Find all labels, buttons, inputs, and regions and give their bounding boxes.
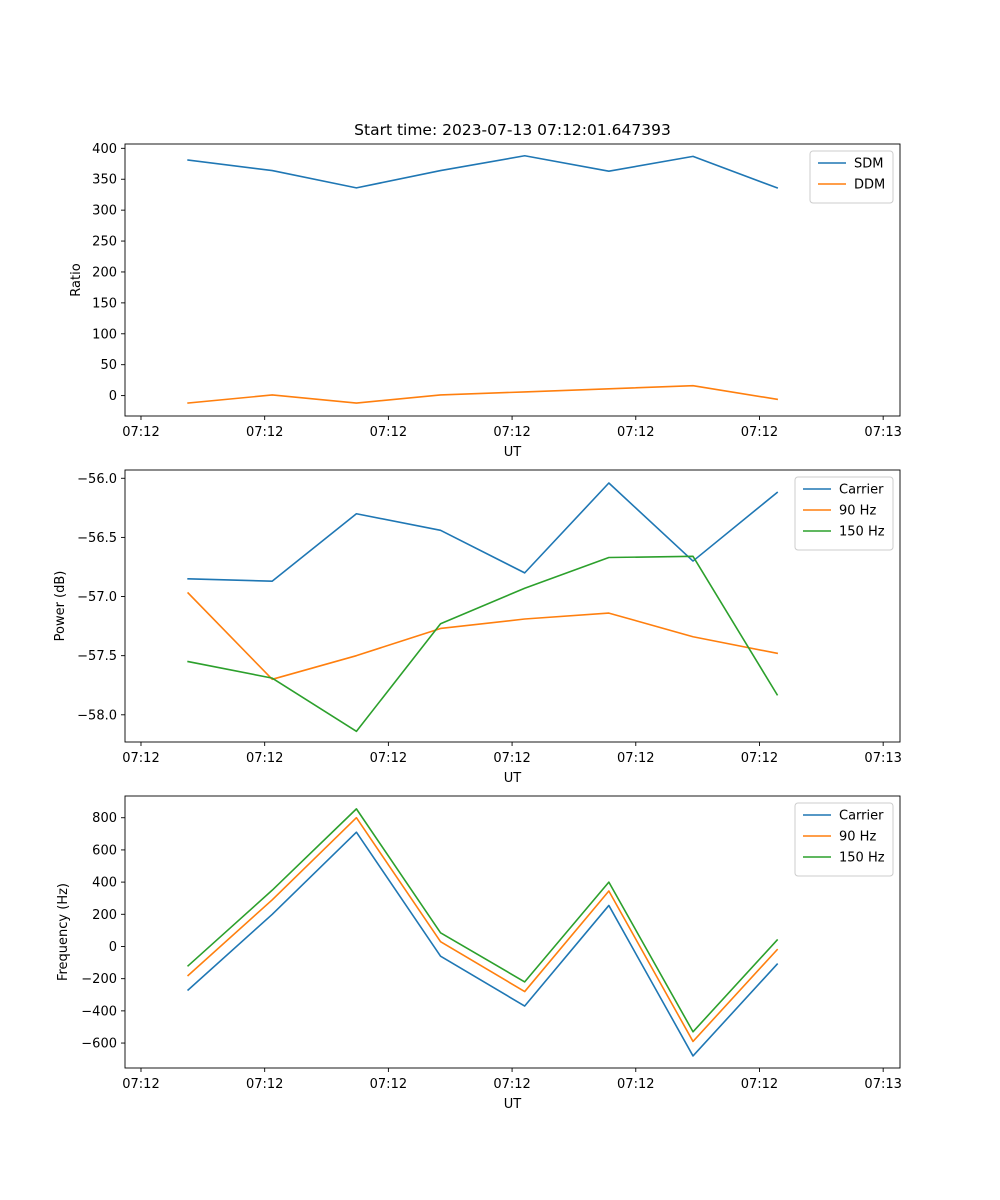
chart-title: Start time: 2023-07-13 07:12:01.647393 [354, 121, 671, 139]
x-tick-label: 07:12 [246, 751, 283, 766]
x-tick-label: 07:12 [617, 1077, 654, 1092]
legend-entry: 150 Hz [839, 525, 885, 540]
x-axis-label: UT [504, 445, 522, 460]
y-tick-label: 100 [92, 327, 117, 342]
x-tick-label: 07:12 [246, 1077, 283, 1092]
x-tick-label: 07:12 [741, 425, 778, 440]
y-axis-label: Power (dB) [53, 571, 68, 642]
y-axis-label: Ratio [69, 263, 84, 296]
legend-entry: 150 Hz [839, 851, 885, 866]
legend-entry: 90 Hz [839, 830, 876, 845]
axes-frame [124, 143, 901, 417]
x-tick-label: 07:12 [370, 425, 407, 440]
series-line-carrier [186, 831, 779, 1057]
y-tick-label: 600 [92, 843, 117, 858]
y-tick-label: 800 [92, 811, 117, 826]
y-tick-label: 200 [92, 265, 117, 280]
y-tick-label: −57.5 [77, 649, 117, 664]
y-tick-label: −56.5 [77, 531, 117, 546]
y-tick-label: 0 [109, 940, 117, 955]
legend-entry: Carrier [839, 809, 884, 824]
legend-entry: 90 Hz [839, 504, 876, 519]
legend-entry: Carrier [839, 483, 884, 498]
y-tick-label: −57.0 [77, 590, 117, 605]
series-line-sdm [187, 154, 779, 189]
axes-frame [124, 469, 901, 743]
legend: SDM DDM [809, 150, 894, 204]
sdm-ddm-ratio-panel: 07:12 07:12 07:12 07:12 07:12 07:12 07:13 0 50 10… [69, 142, 902, 460]
x-tick-label: 07:12 [246, 425, 283, 440]
x-tick-label: 07:12 [122, 425, 159, 440]
x-tick-label: 07:12 [617, 425, 654, 440]
series-line-90-hz [186, 816, 779, 1043]
axes-frame [124, 795, 901, 1069]
frequency-panel: 07:12 07:12 07:12 07:12 07:12 07:12 07:13 −600 −… [56, 795, 902, 1112]
legend: Carrier 90 Hz 150 Hz [794, 802, 894, 877]
x-tick-label: 07:13 [864, 1077, 901, 1092]
y-tick-label: 400 [92, 876, 117, 891]
x-tick-label: 07:12 [741, 751, 778, 766]
x-tick-label: 07:13 [864, 751, 901, 766]
x-axis-label: UT [504, 771, 522, 786]
legend: Carrier 90 Hz 150 Hz [794, 476, 894, 551]
x-tick-label: 07:12 [741, 1077, 778, 1092]
y-tick-label: 250 [92, 235, 117, 250]
y-tick-label: 0 [109, 389, 117, 404]
x-tick-label: 07:13 [864, 425, 901, 440]
y-tick-label: −600 [81, 1037, 117, 1052]
legend-box [809, 150, 894, 204]
y-tick-label: 350 [92, 173, 117, 188]
x-tick-label: 07:12 [122, 1077, 159, 1092]
series-line-carrier [187, 482, 779, 582]
y-tick-label: −200 [81, 972, 117, 987]
y-tick-label: −58.0 [77, 708, 117, 723]
x-tick-label: 07:12 [122, 751, 159, 766]
series-line-ddm [187, 384, 779, 404]
series-line-90-hz [186, 591, 779, 681]
x-axis-label: UT [504, 1097, 522, 1112]
x-tick-label: 07:12 [493, 425, 530, 440]
legend-entry: DDM [854, 178, 885, 193]
y-tick-label: −400 [81, 1004, 117, 1019]
y-tick-label: 400 [92, 142, 117, 157]
series-line-150-hz [186, 808, 779, 1033]
x-tick-label: 07:12 [370, 1077, 407, 1092]
y-tick-label: −56.0 [77, 472, 117, 487]
y-axis-label: Frequency (Hz) [56, 883, 71, 981]
x-tick-label: 07:12 [493, 1077, 530, 1092]
y-tick-label: 200 [92, 908, 117, 923]
series-line-150-hz [187, 555, 779, 733]
y-tick-label: 50 [100, 358, 117, 373]
y-tick-label: 300 [92, 204, 117, 219]
power-panel: 07:12 07:12 07:12 07:12 07:12 07:12 07:13 −58.0… [53, 469, 902, 786]
x-tick-label: 07:12 [617, 751, 654, 766]
y-tick-label: 150 [92, 296, 117, 311]
x-tick-label: 07:12 [370, 751, 407, 766]
legend-entry: SDM [854, 157, 883, 172]
x-tick-label: 07:12 [493, 751, 530, 766]
